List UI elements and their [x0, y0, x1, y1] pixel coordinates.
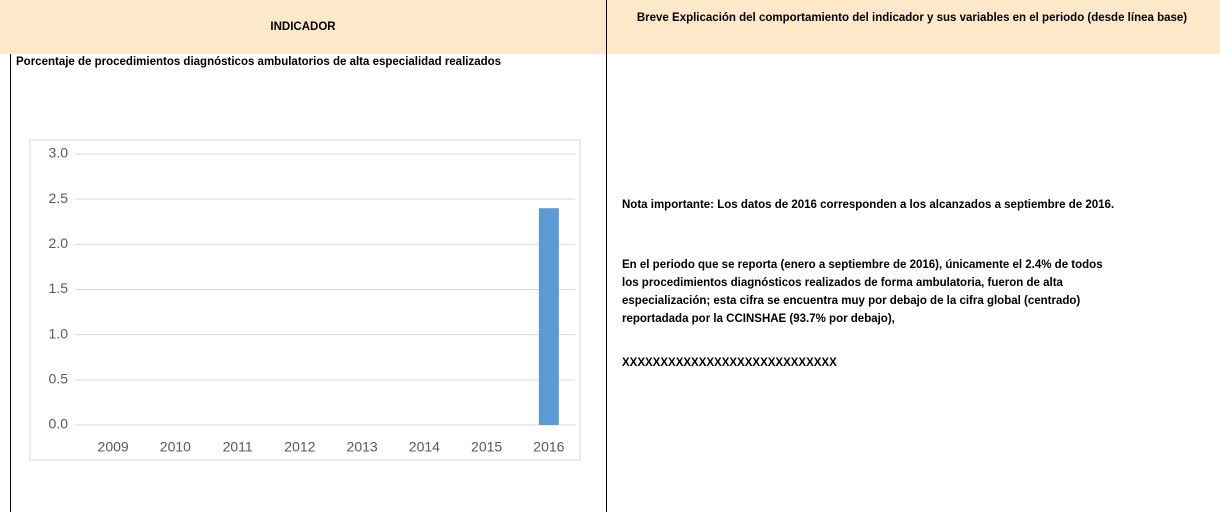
x-tick-label: 2014	[409, 439, 440, 455]
x-tick-label: 2016	[533, 439, 564, 455]
y-tick-label: 2.0	[49, 235, 69, 251]
y-tick-label: 3.0	[49, 145, 69, 161]
x-tick-label: 2009	[98, 439, 129, 455]
x-tick-label: 2015	[471, 439, 502, 455]
x-tick-label: 2012	[284, 439, 315, 455]
y-tick-label: 2.5	[49, 190, 69, 206]
paragraph-line: reportadada por la CCINSHAE (93.7% por d…	[622, 313, 895, 325]
paragraph: En el periodo que se reporta (enero a se…	[622, 259, 1103, 331]
x-tick-label: 2010	[160, 439, 191, 455]
header-right: Breve Explicación del comportamiento del…	[636, 12, 1188, 24]
x-tick-label: 2011	[223, 439, 253, 455]
bar	[538, 208, 559, 425]
chart: 0.0 0.5 1.0 1.5 2.0 2.5 3.0 2009 2010 2011 2012 201…	[29, 139, 581, 461]
indicator-name: Porcentaje de procedimientos diagnóstico…	[16, 56, 502, 68]
cell-border	[606, 0, 607, 512]
paragraph-line: especialización; esta cifra se encuentra…	[622, 295, 1081, 307]
x-tick-label: 2013	[347, 439, 378, 455]
y-tick-label: 1.5	[49, 280, 69, 296]
cell-border	[10, 54, 11, 512]
y-tick-label: 0.0	[49, 416, 69, 432]
y-tick-label: 0.5	[49, 371, 69, 387]
chart-area	[29, 139, 581, 461]
y-tick-label: 1.0	[49, 325, 69, 341]
placeholder: XXXXXXXXXXXXXXXXXXXXXXXXXXXX	[622, 357, 837, 369]
paragraph-line: En el periodo que se reporta (enero a se…	[622, 259, 1103, 271]
note: Nota importante: Los datos de 2016 corre…	[622, 199, 1115, 211]
header-left: INDICADOR	[270, 21, 336, 33]
paragraph-line: los procedimientos diagnósticos realizad…	[622, 277, 1063, 289]
header-bg	[0, 0, 1220, 54]
